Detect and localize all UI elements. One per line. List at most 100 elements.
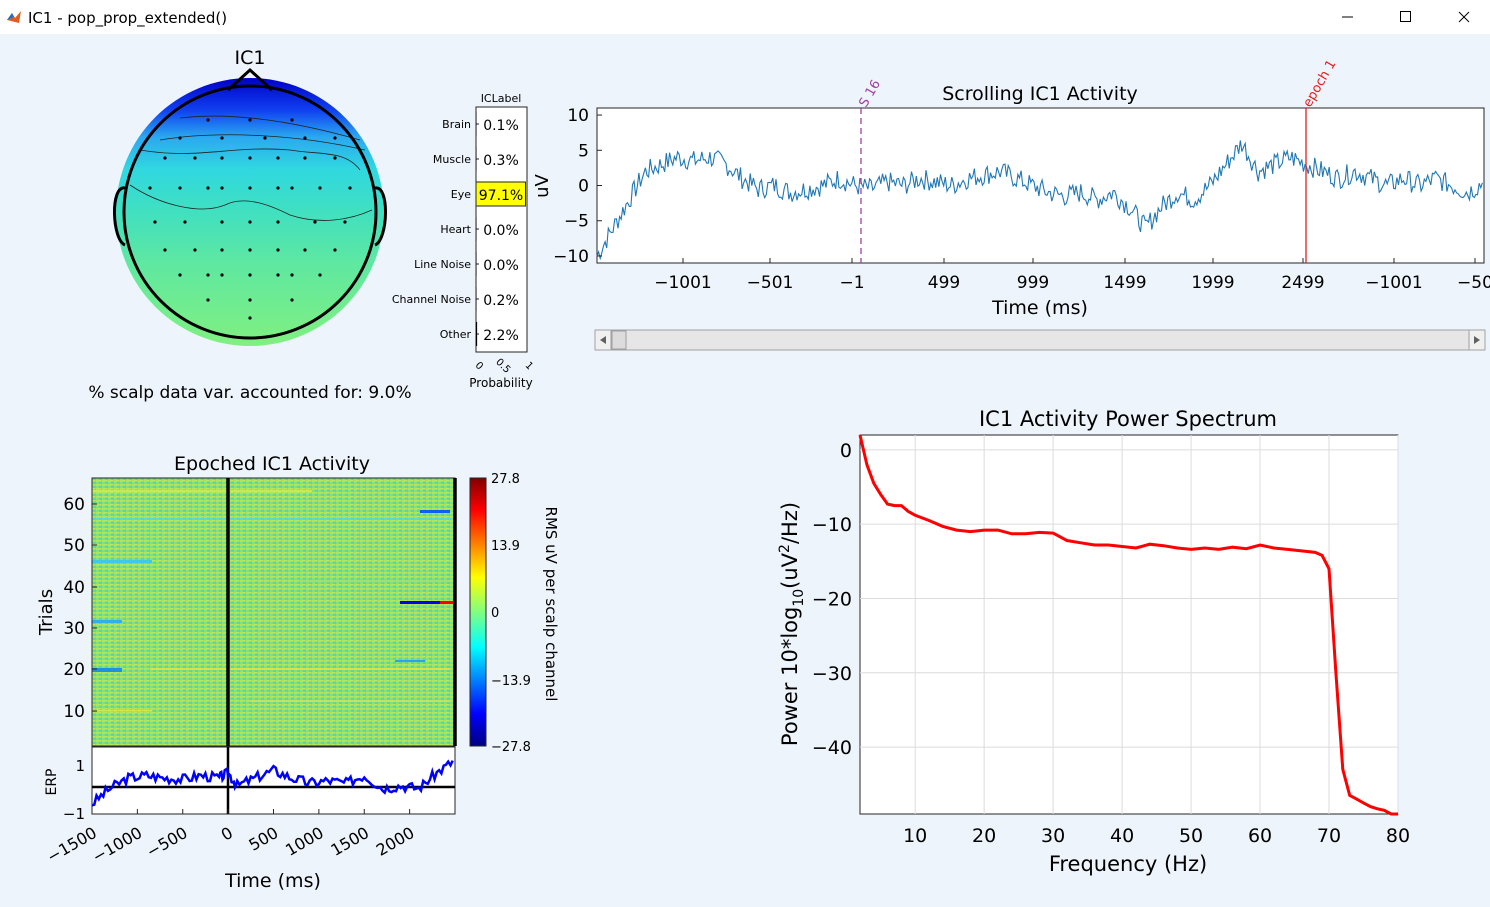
iclabel-value-1: 0.3% <box>483 153 519 169</box>
colorbar-label: RMS uV per scalp channel <box>542 507 560 702</box>
spectrum-xtick-0: 10 <box>903 825 927 847</box>
electrode-dot <box>220 220 224 224</box>
heatmap-row-segment <box>92 560 152 563</box>
scrolling-activity-plot: Scrolling IC1 Activity S 16 epoch 1 10 5 0… <box>532 57 1490 319</box>
topo-title: IC1 <box>235 47 266 69</box>
trials-ytick-3: 30 <box>63 619 85 639</box>
iclabel-xtick-0: 0 <box>473 360 485 372</box>
scrolling-trace <box>596 140 1483 261</box>
electrode-dot <box>303 248 307 252</box>
heatmap-row-segment <box>92 668 122 672</box>
iclabel-value-6: 2.2% <box>483 328 519 344</box>
iclabel-xtick-1: 0.5 <box>493 357 512 376</box>
iclabel-title: ICLabel <box>481 92 522 105</box>
iclabel-bar-4 <box>476 252 477 276</box>
scrollbar-track[interactable] <box>594 329 1486 351</box>
electrode-dot <box>248 248 252 252</box>
electrode-dot <box>248 298 252 302</box>
scrolling-xlabel: Time (ms) <box>991 297 1088 319</box>
iclabel-category-1: Muscle <box>433 153 471 166</box>
iclabel-category-6: Other <box>440 328 472 341</box>
electrode-dot <box>276 248 280 252</box>
electrode-dot <box>183 220 187 224</box>
iclabel-chart: ICLabel Brain 0.1% Muscle 0.3% Eye 97.1% Heart… <box>392 92 535 390</box>
arrow-left-icon <box>600 336 606 344</box>
iclabel-bar-1 <box>476 147 477 171</box>
electrode-dot <box>303 156 307 160</box>
heatmap-row-segment <box>150 668 450 670</box>
electrode-dot <box>248 118 252 122</box>
electrode-dot <box>318 273 322 277</box>
iclabel-bar-0 <box>476 112 477 136</box>
trials-ytick-4: 20 <box>63 660 85 680</box>
scrolling-xtick-3: 499 <box>928 273 960 293</box>
iclabel-value-0: 0.1% <box>483 118 519 134</box>
iclabel-category-2: Eye <box>451 188 471 201</box>
electrode-dot <box>343 220 347 224</box>
heatmap-row-segment <box>92 518 452 520</box>
erp-trace <box>91 759 454 807</box>
close-button[interactable] <box>1434 0 1490 34</box>
epoch-xtick-4: 500 <box>246 823 282 855</box>
scrolling-xtick-7: 2499 <box>1281 273 1324 293</box>
iclabel-category-3: Heart <box>440 223 471 236</box>
trials-ytick-5: 10 <box>63 702 85 722</box>
spectrum-xtick-4: 50 <box>1179 825 1203 847</box>
minimize-icon <box>1342 16 1353 18</box>
topoplot: IC1 % scalp data var. accounted for: 9.0… <box>88 47 411 403</box>
minimize-button[interactable] <box>1318 0 1376 34</box>
scrolling-xtick-0: −1001 <box>654 273 712 293</box>
scrollbar-thumb[interactable] <box>611 330 627 350</box>
variance-text: % scalp data var. accounted for: 9.0% <box>88 383 411 403</box>
epoched-ylabel: Trials <box>36 589 57 636</box>
electrode-dot <box>318 186 322 190</box>
trials-ytick-2: 40 <box>63 578 85 598</box>
electrode-dot <box>178 273 182 277</box>
electrode-dot <box>163 248 167 252</box>
electrode-dot <box>248 186 252 190</box>
electrode-dot <box>333 136 337 140</box>
scrolling-xtick-2: −1 <box>839 273 864 293</box>
spectrum-trace <box>858 434 1398 816</box>
electrode-dot <box>276 156 280 160</box>
electrode-dot <box>220 136 224 140</box>
electrode-dot <box>178 186 182 190</box>
scrolling-xtick-9: −50 <box>1457 273 1490 293</box>
electrode-dot <box>248 220 252 224</box>
time-scrollbar[interactable] <box>594 329 1486 351</box>
electrode-dot <box>220 156 224 160</box>
epoched-title: Epoched IC1 Activity <box>174 453 370 475</box>
iclabel-category-4: Line Noise <box>414 258 471 271</box>
electrode-dot <box>220 248 224 252</box>
electrode-dot <box>303 136 307 140</box>
electrode-dots <box>148 118 352 320</box>
electrode-dot <box>276 220 280 224</box>
colorbar-tick-2: 0 <box>491 606 499 621</box>
spectrum-ytick-1: −10 <box>812 514 852 536</box>
colorbar-tick-1: 13.9 <box>491 539 520 554</box>
event-label-s16: S 16 <box>856 77 883 110</box>
electrode-dot <box>220 186 224 190</box>
heatmap-row-segment <box>92 490 312 492</box>
spectrum-ytick-4: −40 <box>812 737 852 759</box>
power-spectrum-plot: IC1 Activity Power Spectrum 10 20 30 40 50 60… <box>777 407 1410 876</box>
heatmap-row-segment <box>250 700 450 702</box>
figure-canvas: IC1 % scalp data var. accounted for: 9.0… <box>36 47 1490 892</box>
electrode-dot <box>290 298 294 302</box>
maximize-button[interactable] <box>1376 0 1434 34</box>
arrow-right-icon <box>1474 336 1480 344</box>
epoch-xtick-0: −1500 <box>44 823 100 867</box>
scrolling-xtick-5: 1499 <box>1103 273 1146 293</box>
electrode-dot <box>248 156 252 160</box>
heatmap-row-segment <box>300 580 450 582</box>
erp-ytick-0: 1 <box>75 757 85 775</box>
iclabel-value-3: 0.0% <box>483 223 519 239</box>
matlab-icon <box>7 11 21 23</box>
spectrum-xlabel: Frequency (Hz) <box>1049 852 1207 876</box>
electrode-dot <box>276 186 280 190</box>
electrode-dot <box>248 273 252 277</box>
iclabel-value-4: 0.0% <box>483 258 519 274</box>
erp-ytick-1: −1 <box>63 805 85 823</box>
electrode-dot <box>290 118 294 122</box>
